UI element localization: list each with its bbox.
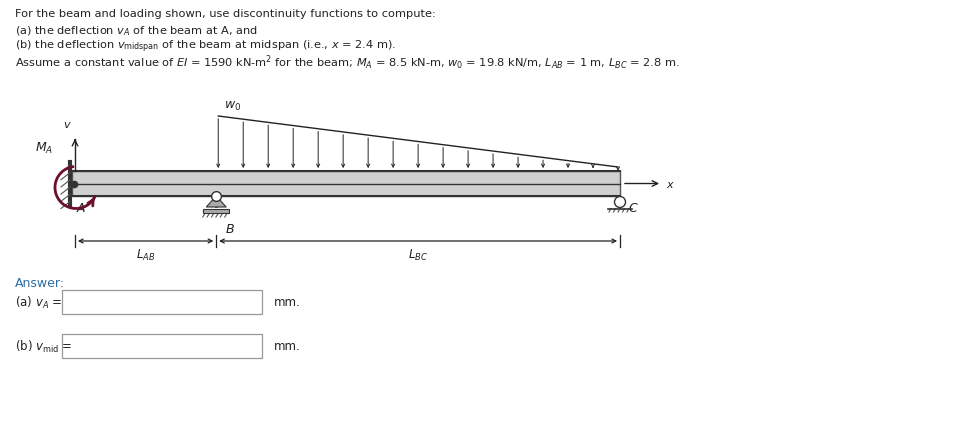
Text: $M_A$: $M_A$ (35, 141, 53, 156)
Text: Assume a constant value of $EI$ = 1590 kN-m$^2$ for the beam; $M_A$ = 8.5 kN-m, : Assume a constant value of $EI$ = 1590 k… (15, 54, 679, 72)
Text: (a) the deflection $v_A$ of the beam at A, and: (a) the deflection $v_A$ of the beam at … (15, 24, 258, 37)
Text: For the beam and loading shown, use discontinuity functions to compute:: For the beam and loading shown, use disc… (15, 9, 436, 19)
Bar (204, 210, 230, 213)
Text: $C$: $C$ (628, 201, 639, 215)
Text: mm.: mm. (274, 296, 301, 309)
Text: $v$: $v$ (64, 120, 72, 130)
Polygon shape (207, 196, 226, 207)
Text: Answer:: Answer: (15, 276, 65, 289)
Circle shape (615, 197, 625, 208)
Text: (b) $v_\mathrm{mid}$ =: (b) $v_\mathrm{mid}$ = (15, 338, 72, 354)
Text: $L_{BC}$: $L_{BC}$ (408, 248, 428, 262)
Text: $A$: $A$ (76, 201, 86, 215)
Text: $B$: $B$ (225, 222, 235, 236)
Text: $w_0$: $w_0$ (224, 100, 241, 113)
Text: (a) $v_A$ =: (a) $v_A$ = (15, 294, 63, 310)
Bar (62, 290, 262, 314)
Text: mm.: mm. (274, 340, 301, 353)
Bar (62, 334, 262, 358)
Text: (b) the deflection $v_\mathrm{midspan}$ of the beam at midspan (i.e., $x$ = 2.4 : (b) the deflection $v_\mathrm{midspan}$ … (15, 39, 397, 55)
Text: $x$: $x$ (666, 179, 675, 189)
Bar (72, 172, 620, 196)
Text: $L_{AB}$: $L_{AB}$ (136, 248, 155, 262)
